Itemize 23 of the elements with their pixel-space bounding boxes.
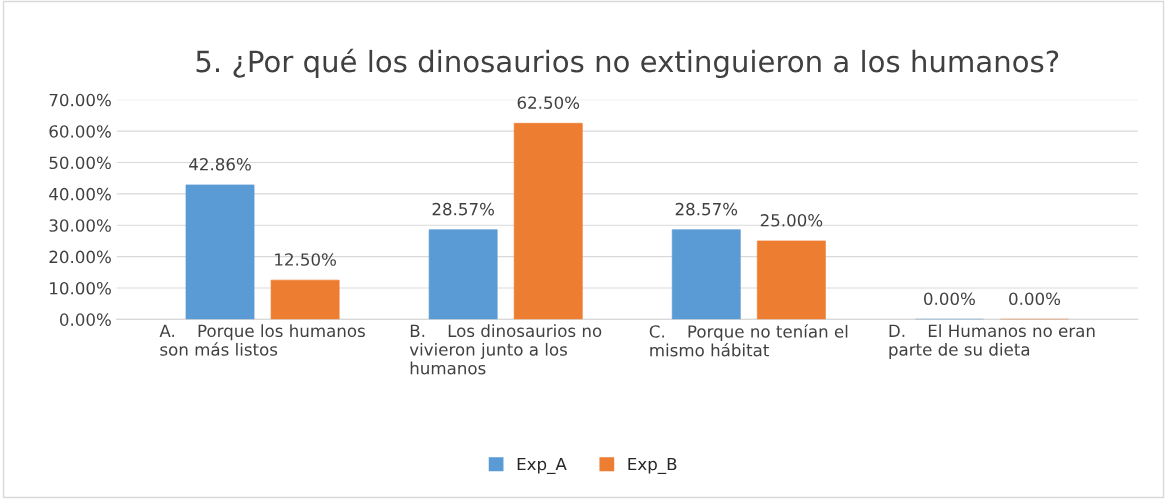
data-label: 42.86% xyxy=(189,157,251,171)
data-label: 0.00% xyxy=(924,292,975,306)
y-tick-label: 70.00% xyxy=(49,93,111,107)
x-tick-label: B. Los dinosaurios no vivieron junto a los humanos xyxy=(409,324,602,375)
y-tick-label: 60.00% xyxy=(49,125,111,138)
y-tick-label: 40.00% xyxy=(49,187,111,201)
data-label: 28.57% xyxy=(432,202,495,216)
y-tick-label: 30.00% xyxy=(49,219,111,232)
data-label: 25.00% xyxy=(760,214,823,227)
x-tick-label: A. Porque los humanos son más listos xyxy=(159,324,365,356)
legend-label: Exp_B xyxy=(628,457,677,475)
y-tick-label: 50.00% xyxy=(49,156,111,170)
data-label: 28.57% xyxy=(675,202,738,216)
y-tick-label: 20.00% xyxy=(49,250,111,264)
x-tick-label: C. Porque no tenían el mismo hábitat xyxy=(649,324,848,357)
chart-title: 5. ¿Por qué los dinosaurios no extinguieron a los humanos? xyxy=(196,48,1059,79)
y-tick-label: 10.00% xyxy=(50,281,111,295)
data-label: 62.50% xyxy=(517,96,580,109)
x-tick-label: D. El Humanos no eran parte de su dieta xyxy=(889,324,1095,360)
data-label: 12.50% xyxy=(275,253,336,266)
legend-label: Exp_A xyxy=(517,457,567,475)
data-label: 0.00% xyxy=(1009,292,1061,306)
y-tick-label: 0.00% xyxy=(59,313,111,326)
